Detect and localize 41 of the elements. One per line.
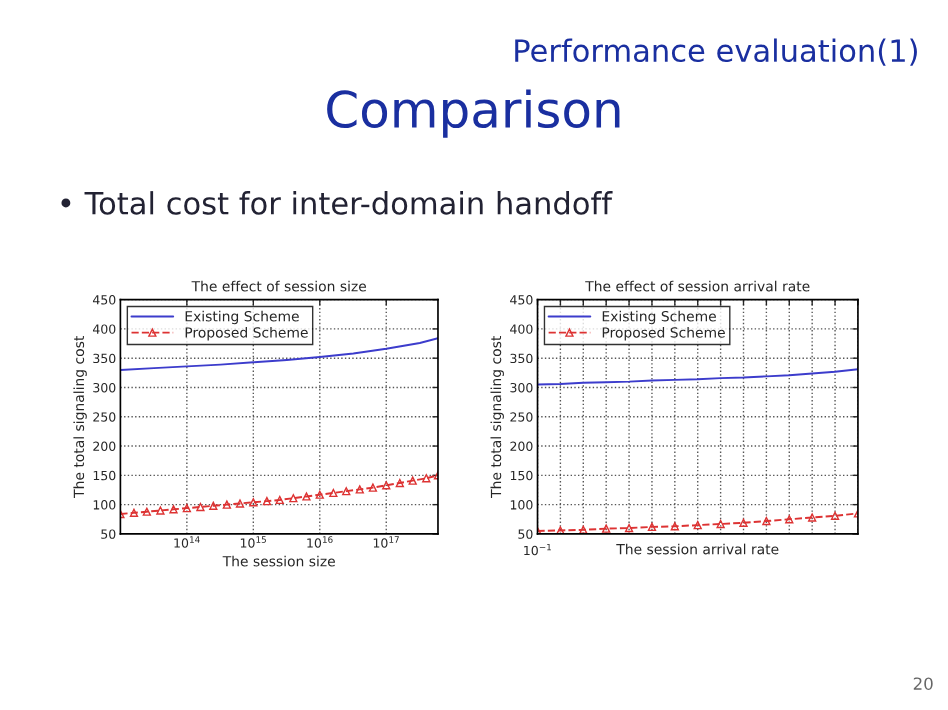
- point: [408, 476, 417, 485]
- point: [579, 525, 588, 534]
- point: [142, 507, 152, 516]
- point: [275, 495, 284, 505]
- point: [830, 511, 840, 520]
- point: [196, 502, 205, 512]
- point: [182, 503, 192, 513]
- point: [602, 524, 611, 533]
- point: [302, 492, 311, 501]
- text: • Total cost for inter-domain handoff: [61, 191, 613, 215]
- point: [739, 518, 748, 527]
- point: [693, 520, 702, 530]
- point: [422, 474, 431, 483]
- point: [209, 501, 218, 510]
- point: [670, 522, 680, 531]
- point: [129, 508, 139, 518]
- point: [315, 490, 324, 499]
- point: [395, 478, 404, 488]
- line-series: [537, 368, 858, 386]
- point: [156, 506, 165, 515]
- point: [647, 522, 657, 532]
- point: [249, 498, 258, 507]
- text: 20: [913, 677, 933, 690]
- point: [762, 516, 771, 526]
- point: [235, 499, 245, 508]
- point: [169, 505, 178, 514]
- point: [624, 523, 634, 533]
- text: Performance evaluation(1): [515, 38, 917, 66]
- point: [329, 488, 338, 498]
- point: [262, 496, 272, 506]
- line-series: [120, 471, 438, 519]
- point: [716, 519, 725, 529]
- point: [222, 500, 232, 509]
- text: Comparison: [327, 89, 620, 138]
- point: [368, 483, 378, 492]
- point: [807, 513, 817, 522]
- point: [342, 486, 351, 496]
- point: [382, 481, 391, 490]
- point: [355, 485, 364, 494]
- point: [289, 494, 298, 503]
- point: [785, 515, 794, 524]
